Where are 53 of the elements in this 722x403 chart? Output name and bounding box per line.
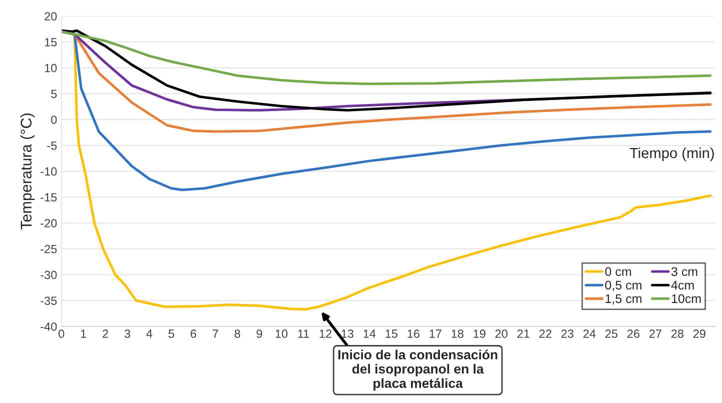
x-tick-label: 26 [627,330,640,338]
annotation: Inicio de la condensación del isopropanol en la placa metálica [338,350,498,391]
x-tick-label: 25 [605,330,618,338]
y-tick-label: 0 [51,116,57,124]
x-tick-label: 19 [474,330,486,338]
y-tick-label: -30 [40,270,57,280]
y-tick-label: 20 [44,12,57,21]
x-tick-label: 3 [124,330,130,338]
x-tick-label: 21 [517,330,530,338]
x-tick-label: 8 [234,330,240,338]
legend-label: 0,5 cm [605,280,642,292]
x-tick-label: 18 [452,330,464,338]
x-tick-label: 12 [320,330,332,338]
y-axis-title: Temperatura (°C) [20,114,35,230]
x-tick-label: 27 [649,330,662,338]
x-axis-title: Tiempo (min) [630,147,714,162]
x-tick-label: 11 [298,330,309,338]
y-tick-label: -25 [40,244,57,254]
x-tick-label: 15 [386,330,398,338]
y-tick-label: 15 [44,38,57,46]
x-tick-label: 6 [190,330,196,338]
y-tick-label: -15 [40,193,57,202]
x-tick-label: 13 [342,330,354,338]
y-tick-label: 5 [51,90,57,98]
y-tick-label: 10 [44,64,57,72]
x-tick-label: 4 [146,330,152,338]
y-tick-label: -40 [40,322,57,331]
legend-label: 4cm [671,280,694,290]
x-tick-label: 1 [80,330,86,338]
y-tick-label: -35 [40,296,57,305]
y-tick-label: -5 [47,142,57,150]
y-tick-label: -20 [40,219,57,228]
line-series [61,30,712,86]
x-tick-label: 10 [276,330,288,338]
x-tick-label: 24 [583,330,596,338]
x-tick-label: 7 [212,330,218,338]
x-tick-label: 23 [561,330,574,338]
x-tick-label: 29 [693,330,706,338]
legend-label: 10cm [672,294,701,304]
x-tick-label: 16 [408,330,420,338]
x-tick-label: 20 [495,330,508,338]
x-tick-label: 22 [539,330,552,338]
x-tick-label: 2 [102,330,108,338]
y-tick-label: -10 [40,167,57,176]
x-tick-label: 5 [168,330,174,338]
legend-label: 0 cm [605,267,631,276]
x-tick-label: 0 [58,330,64,338]
legend-label: 1,5 cm [606,294,642,305]
x-tick-label: 17 [430,330,442,338]
legend-label: 3 cm [671,267,698,276]
x-tick-label: 28 [671,330,684,338]
x-tick-label: 14 [364,330,376,338]
x-tick-label: 9 [256,330,262,338]
